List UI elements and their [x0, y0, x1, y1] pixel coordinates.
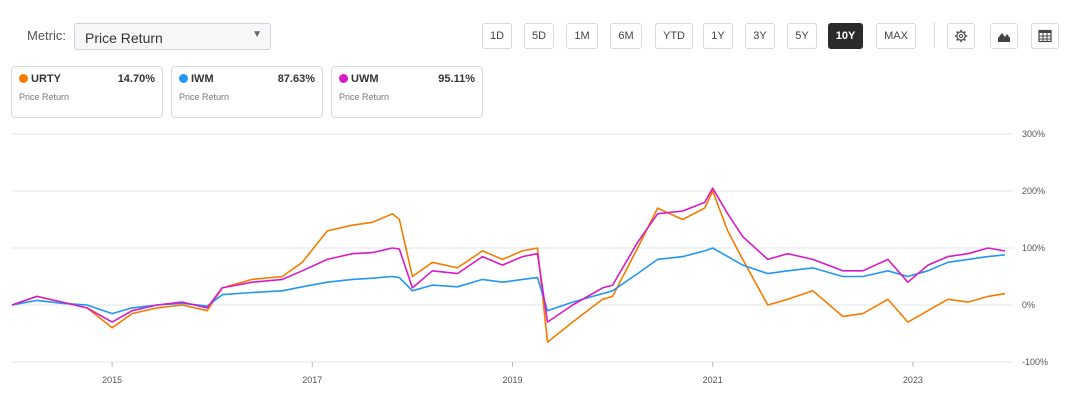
settings-button[interactable] [947, 23, 975, 49]
legend-value: 87.63% [277, 73, 315, 85]
range-button-3y[interactable]: 3Y [745, 23, 775, 49]
series-line-uwm [11, 187, 1006, 323]
y-tick-label: 0% [1022, 300, 1035, 310]
y-tick-label: 200% [1022, 186, 1045, 196]
range-button-1m[interactable]: 1M [566, 23, 598, 49]
legend-card-uwm[interactable]: UWM 95.11% Price Return [331, 66, 483, 118]
legend-dot [339, 74, 348, 83]
legend-card-urty[interactable]: URTY 14.70% Price Return [11, 66, 163, 118]
range-button-1y[interactable]: 1Y [703, 23, 733, 49]
x-tick-label: 2021 [703, 375, 723, 385]
range-button-ytd[interactable]: YTD [655, 23, 693, 49]
legend-dot [179, 74, 188, 83]
range-button-5d[interactable]: 5D [524, 23, 554, 49]
y-tick-label: -100% [1022, 357, 1048, 367]
legend-sub: Price Return [339, 92, 390, 102]
toolbar-divider [934, 22, 935, 48]
range-button-1d[interactable]: 1D [482, 23, 512, 49]
y-tick-label: 100% [1022, 243, 1045, 253]
range-button-5y[interactable]: 5Y [787, 23, 817, 49]
legend-dot [19, 74, 28, 83]
x-tick-label: 2017 [302, 375, 322, 385]
series-line-urty [11, 190, 1006, 343]
metric-select-value: Price Return [85, 30, 163, 46]
chart-type-button[interactable] [990, 23, 1018, 49]
gear-icon [954, 29, 968, 43]
range-button-10y[interactable]: 10Y [828, 23, 863, 49]
chevron-down-icon: ▼ [252, 29, 262, 40]
legend-sub: Price Return [179, 92, 230, 102]
series-line-iwm [11, 247, 1006, 315]
legend-card-iwm[interactable]: IWM 87.63% Price Return [171, 66, 323, 118]
mountain-chart-icon [998, 33, 1010, 42]
table-icon [1038, 29, 1052, 43]
table-view-button[interactable] [1031, 23, 1059, 49]
y-tick-label: 300% [1022, 129, 1045, 139]
metric-select[interactable]: Price Return ▼ [74, 23, 271, 50]
x-tick-label: 2015 [102, 375, 122, 385]
legend-value: 14.70% [117, 73, 155, 85]
range-button-6m[interactable]: 6M [610, 23, 642, 49]
metric-label: Metric: [27, 28, 66, 43]
legend-sub: Price Return [19, 92, 70, 102]
range-button-max[interactable]: MAX [876, 23, 916, 49]
legend-value: 95.11% [438, 73, 475, 85]
legend-ticker: URTY [31, 73, 61, 85]
x-tick-label: 2023 [903, 375, 923, 385]
legend-ticker: UWM [351, 73, 379, 85]
legend-ticker: IWM [191, 73, 214, 85]
x-tick-label: 2019 [502, 375, 522, 385]
